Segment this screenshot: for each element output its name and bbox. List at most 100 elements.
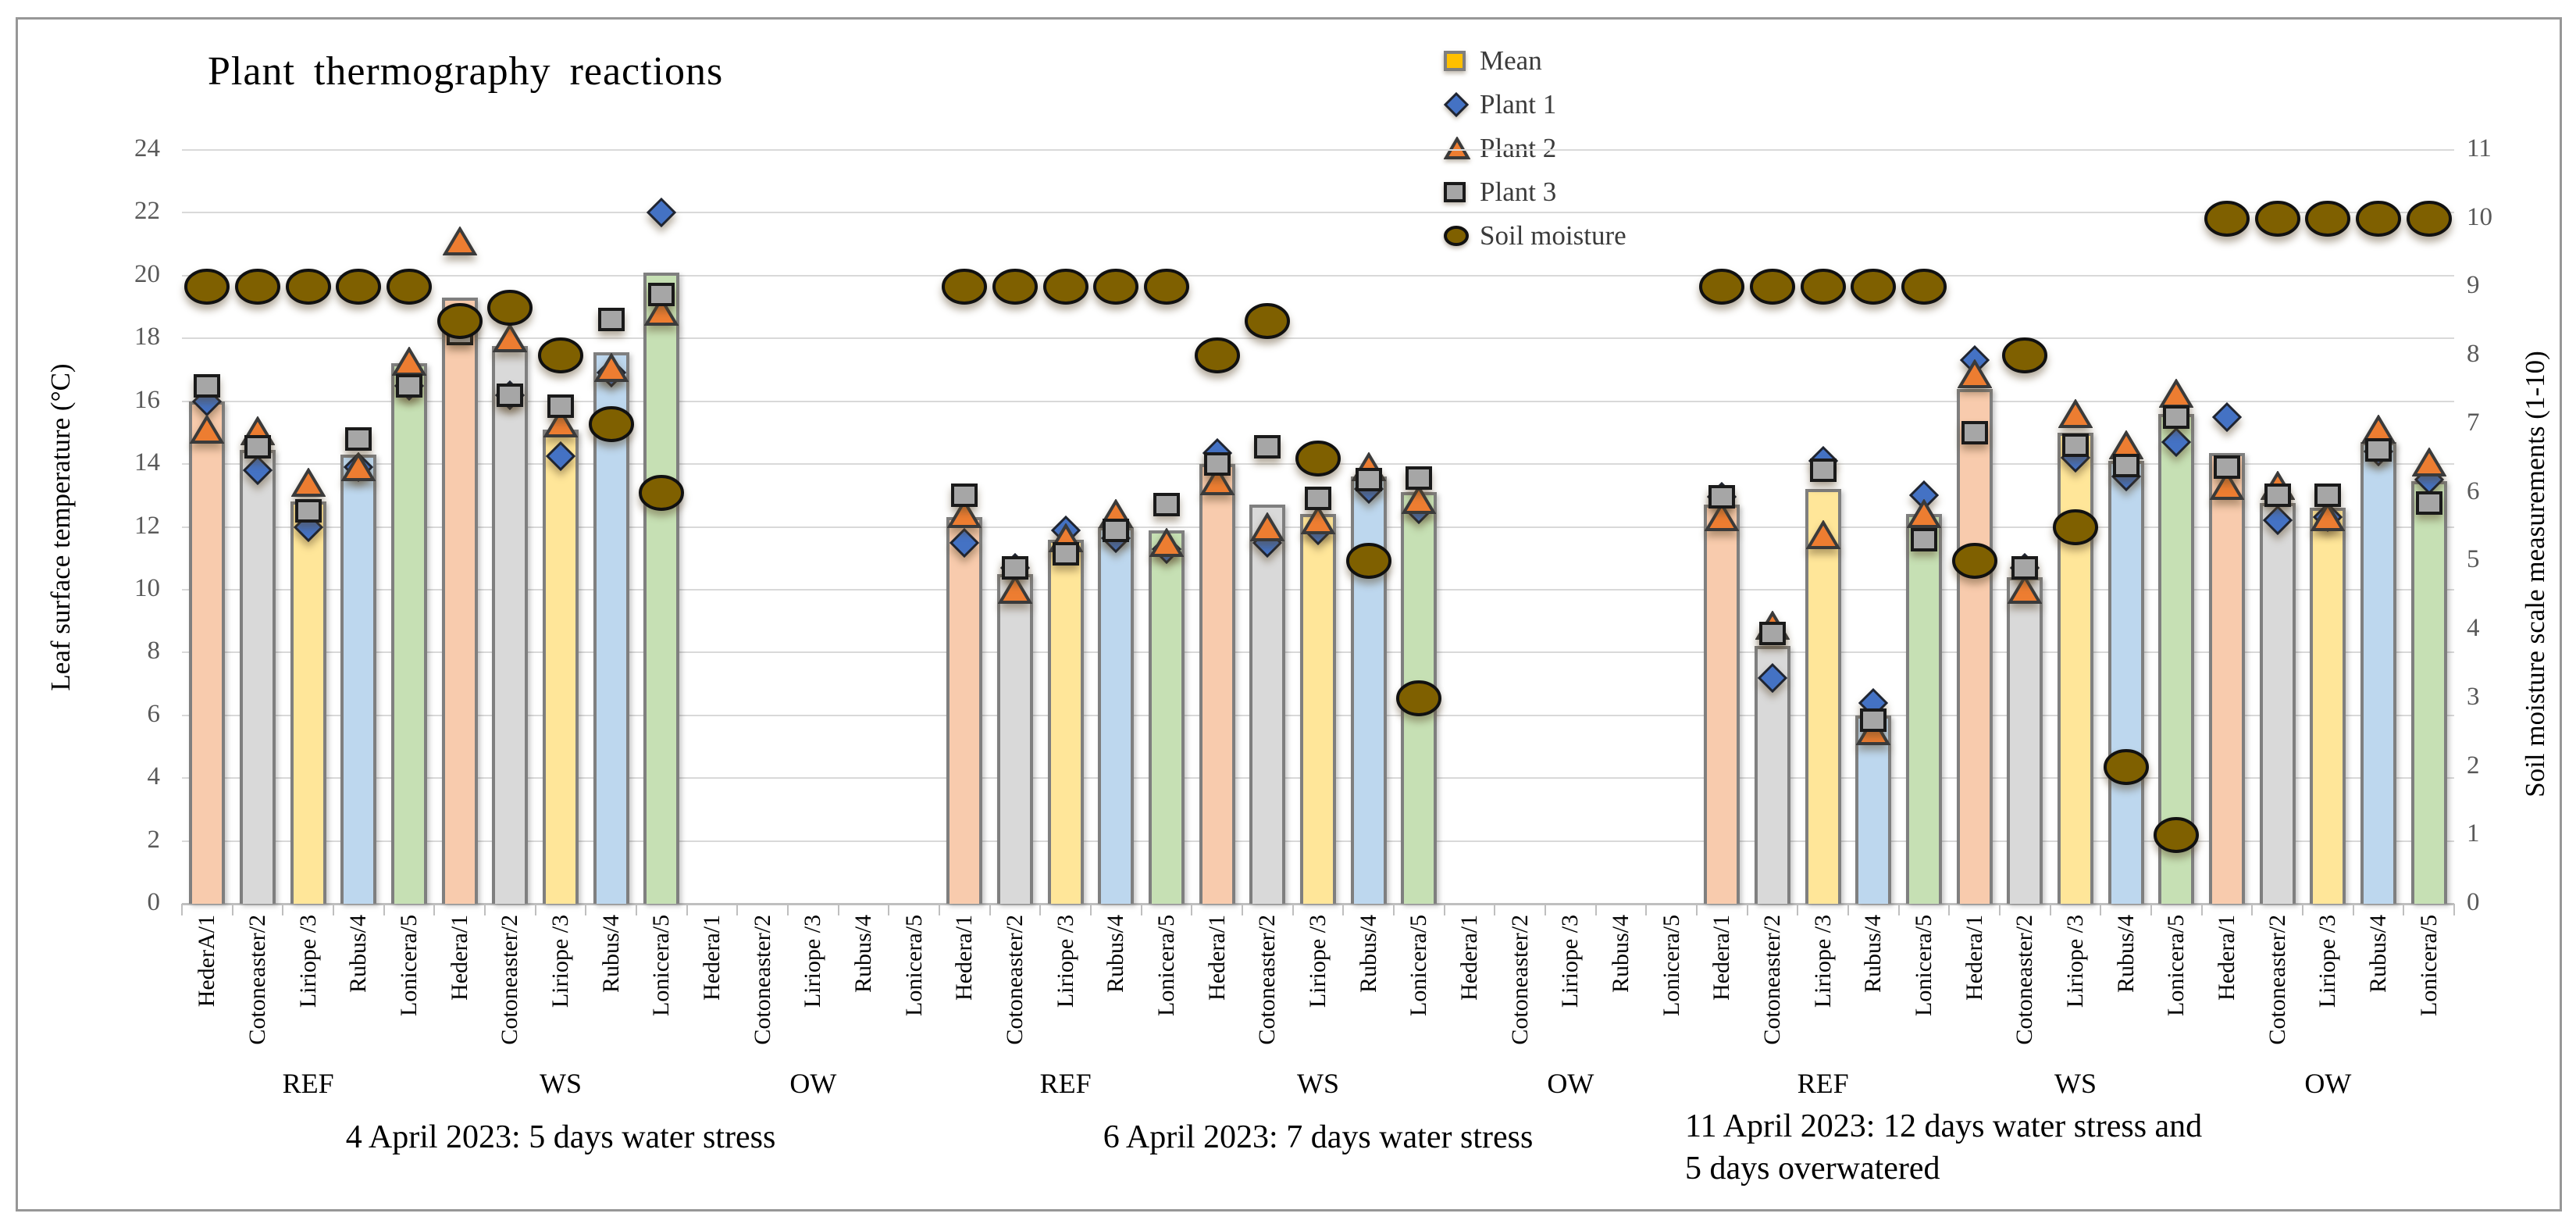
x-label-slot42: Liriope /3: [2314, 915, 2341, 1008]
x-axis-tick: [2403, 904, 2405, 915]
soil-moisture-marker-slot16: [992, 269, 1038, 305]
plant2-marker-slot19: [1149, 527, 1184, 557]
soil-moisture-marker-slot43: [2356, 200, 2401, 237]
x-axis-tick: [433, 904, 436, 915]
x-label-slot21: Cotoneaster/2: [1254, 915, 1281, 1045]
plant3-marker-slot9: [648, 282, 675, 306]
soil-moisture-marker-slot42: [2305, 200, 2351, 237]
x-label-slot13: Rubus/4: [850, 915, 876, 994]
legend-square-glyph: [1444, 182, 1466, 202]
x-axis-tick: [2049, 904, 2051, 915]
x-label-slot8: Rubus/4: [597, 915, 624, 994]
soil-moisture-marker-slot15: [942, 269, 988, 305]
plant3-marker-slot31: [1759, 622, 1786, 646]
x-axis-tick: [333, 904, 334, 915]
x-label-slot10: Hedera/1: [699, 915, 725, 1001]
x-axis-tick: [2200, 904, 2203, 915]
x-label-slot33: Rubus/4: [1860, 915, 1887, 994]
mean-bar-liriope-ref-g0: [290, 501, 326, 904]
plant3-marker-slot43: [2365, 437, 2392, 462]
section-label-ow-g2: OW: [2304, 1068, 2352, 1099]
x-axis-tick: [1645, 904, 1648, 915]
mean-bar-lonicera-ws-g0: [643, 272, 680, 904]
plant3-marker-slot37: [2062, 433, 2089, 457]
mean-bar-cotoneaster-ref-g0: [240, 449, 276, 904]
x-axis-tick: [2251, 904, 2254, 915]
x-axis-tick: [1342, 904, 1345, 915]
mean-bar-cotoneaster-ow-g2: [2259, 503, 2296, 904]
chart-title: Plant thermography reactions: [208, 49, 724, 94]
right-tick-label-3: 3: [2467, 682, 2480, 711]
legend-item-soil-moisture: Soil moisture: [1444, 214, 1626, 258]
plant2-marker-slot37: [2058, 398, 2093, 428]
mean-bar-lonicera-ref-g1: [1149, 530, 1185, 904]
x-axis-tick: [2100, 904, 2102, 915]
left-tick-label-20: 20: [134, 259, 160, 288]
x-label-slot2: Liriope /3: [294, 915, 321, 1008]
plant3-marker-slot36: [2011, 555, 2039, 580]
x-axis-tick: [181, 904, 183, 915]
plant3-marker-slot7: [547, 394, 574, 418]
plant3-marker-slot20: [1203, 452, 1231, 476]
triangle-icon: [1444, 137, 1480, 160]
plant2-marker-slot35: [1957, 359, 1992, 389]
plant2-marker-slot40: [2210, 471, 2244, 501]
x-axis-tick: [2453, 904, 2455, 915]
section-label-ref-g2: REF: [1797, 1068, 1849, 1099]
x-label-slot11: Cotoneaster/2: [749, 915, 775, 1045]
x-label-slot22: Liriope /3: [1305, 915, 1331, 1008]
x-axis-tick: [1999, 904, 2001, 915]
x-axis-tick: [1292, 904, 1294, 915]
grid-line-24: [182, 149, 2454, 151]
right-tick-label-6: 6: [2467, 476, 2480, 505]
x-axis-tick: [383, 904, 385, 915]
date-caption-g2-line1: 5 days overwatered: [1685, 1150, 1940, 1187]
diamond-icon: [1444, 92, 1480, 117]
soil-moisture-marker-slot24: [1396, 680, 1442, 716]
plant2-marker-slot9: [644, 297, 679, 327]
x-label-slot34: Lonicera/5: [1911, 915, 1936, 1016]
soil-moisture-marker-slot17: [1042, 269, 1088, 305]
plant3-marker-slot34: [1911, 527, 1937, 551]
x-axis-tick: [585, 904, 587, 915]
soil-moisture-marker-slot36: [2002, 337, 2048, 374]
soil-moisture-marker-slot32: [1800, 269, 1846, 305]
plant3-marker-slot4: [396, 373, 422, 398]
plant1-marker-slot31: [1758, 662, 1787, 693]
left-tick-label-10: 10: [134, 573, 160, 602]
x-label-slot18: Rubus/4: [1103, 915, 1129, 994]
x-label-slot43: Rubus/4: [2365, 915, 2391, 994]
left-tick-label-6: 6: [147, 699, 161, 728]
soil-moisture-marker-slot22: [1295, 440, 1341, 476]
soil-moisture-marker-slot44: [2406, 200, 2452, 237]
plant1-marker-slot41: [2262, 505, 2293, 536]
legend-label: Plant 1: [1480, 89, 1557, 120]
plant3-marker-slot0: [194, 373, 221, 398]
x-label-slot5: Hedera/1: [446, 915, 472, 1001]
left-tick-label-4: 4: [147, 762, 161, 791]
grid-line-18: [182, 337, 2454, 340]
x-label-slot40: Hedera/1: [2214, 915, 2239, 1001]
date-caption-g1: 6 April 2023: 7 days water stress: [912, 1117, 1724, 1159]
x-label-slot19: Lonicera/5: [1153, 915, 1179, 1016]
plant2-marker-slot32: [1805, 519, 1840, 549]
legend-diamond-glyph: [1444, 92, 1469, 117]
grid-line-16: [182, 400, 2454, 402]
mean-bar-hedera-ref-g2: [1704, 505, 1740, 904]
right-tick-label-10: 10: [2467, 202, 2492, 231]
x-axis-tick: [1090, 904, 1092, 915]
soil-moisture-marker-slot39: [2154, 817, 2200, 854]
mean-bar-hedera-ws-g2: [1956, 388, 1993, 904]
x-axis-tick: [1746, 904, 1748, 915]
right-tick-label-0: 0: [2467, 888, 2480, 916]
mean-bar-lonicera-ref-g2: [1906, 514, 1942, 904]
soil-moisture-marker-slot21: [1245, 303, 1291, 340]
left-axis-title: Leaf surface temperature (°C): [45, 363, 76, 691]
soil-moisture-marker-slot31: [1750, 269, 1795, 305]
mean-bar-rubus-ws-g1: [1350, 476, 1387, 904]
plant1-marker-slot15: [950, 527, 980, 558]
x-label-slot16: Cotoneaster/2: [1002, 915, 1028, 1045]
plant3-marker-slot15: [951, 484, 978, 508]
x-label-slot24: Lonicera/5: [1406, 915, 1432, 1016]
x-label-slot6: Cotoneaster/2: [497, 915, 523, 1045]
